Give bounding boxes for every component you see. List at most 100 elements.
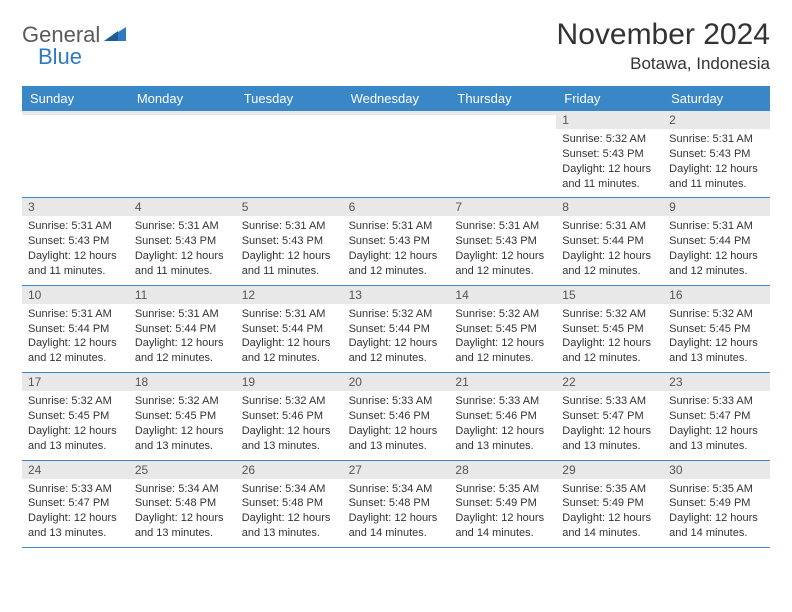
daylight-text: Daylight: 12 hours and 11 minutes. [28,249,123,279]
week-row: 10Sunrise: 5:31 AMSunset: 5:44 PMDayligh… [22,286,770,373]
sunrise-text: Sunrise: 5:33 AM [669,394,764,409]
day-number: 23 [663,373,770,391]
sunrise-text: Sunrise: 5:31 AM [28,219,123,234]
day-details: Sunrise: 5:33 AMSunset: 5:46 PMDaylight:… [343,391,450,459]
sunset-text: Sunset: 5:44 PM [669,234,764,249]
day-details: Sunrise: 5:31 AMSunset: 5:43 PMDaylight:… [449,216,556,284]
day-details: Sunrise: 5:32 AMSunset: 5:45 PMDaylight:… [449,304,556,372]
day-number: 13 [343,286,450,304]
day-details: Sunrise: 5:31 AMSunset: 5:43 PMDaylight:… [236,216,343,284]
sunrise-text: Sunrise: 5:35 AM [455,482,550,497]
sunset-text: Sunset: 5:46 PM [349,409,444,424]
sunset-text: Sunset: 5:47 PM [562,409,657,424]
day-cell: 10Sunrise: 5:31 AMSunset: 5:44 PMDayligh… [22,286,129,372]
sunset-text: Sunset: 5:43 PM [669,147,764,162]
day-details: Sunrise: 5:33 AMSunset: 5:46 PMDaylight:… [449,391,556,459]
day-details: Sunrise: 5:33 AMSunset: 5:47 PMDaylight:… [22,479,129,547]
sunrise-text: Sunrise: 5:31 AM [242,219,337,234]
day-cell: 29Sunrise: 5:35 AMSunset: 5:49 PMDayligh… [556,461,663,547]
day-number: 4 [129,198,236,216]
daylight-text: Daylight: 12 hours and 11 minutes. [562,162,657,192]
sunset-text: Sunset: 5:45 PM [669,322,764,337]
daylight-text: Daylight: 12 hours and 13 minutes. [669,336,764,366]
day-number: 11 [129,286,236,304]
sunrise-text: Sunrise: 5:32 AM [242,394,337,409]
daylight-text: Daylight: 12 hours and 13 minutes. [135,424,230,454]
sunrise-text: Sunrise: 5:32 AM [349,307,444,322]
day-cell: 26Sunrise: 5:34 AMSunset: 5:48 PMDayligh… [236,461,343,547]
daylight-text: Daylight: 12 hours and 13 minutes. [349,424,444,454]
sunset-text: Sunset: 5:45 PM [455,322,550,337]
weekday-fri: Friday [556,86,663,111]
daylight-text: Daylight: 12 hours and 11 minutes. [135,249,230,279]
day-details: Sunrise: 5:32 AMSunset: 5:44 PMDaylight:… [343,304,450,372]
weekday-wed: Wednesday [343,86,450,111]
day-details: Sunrise: 5:32 AMSunset: 5:43 PMDaylight:… [556,129,663,197]
day-details: Sunrise: 5:31 AMSunset: 5:44 PMDaylight:… [129,304,236,372]
day-number: 21 [449,373,556,391]
day-number: 3 [22,198,129,216]
sunrise-text: Sunrise: 5:31 AM [135,219,230,234]
day-cell: 2Sunrise: 5:31 AMSunset: 5:43 PMDaylight… [663,111,770,197]
daylight-text: Daylight: 12 hours and 12 minutes. [242,336,337,366]
day-number: 16 [663,286,770,304]
day-details [343,115,450,173]
day-details: Sunrise: 5:32 AMSunset: 5:45 PMDaylight:… [663,304,770,372]
day-number: 20 [343,373,450,391]
logo-text-blue-wrap: Blue [38,44,82,70]
week-row: 3Sunrise: 5:31 AMSunset: 5:43 PMDaylight… [22,198,770,285]
day-cell: 5Sunrise: 5:31 AMSunset: 5:43 PMDaylight… [236,198,343,284]
day-cell: 14Sunrise: 5:32 AMSunset: 5:45 PMDayligh… [449,286,556,372]
sunset-text: Sunset: 5:43 PM [28,234,123,249]
day-number: 10 [22,286,129,304]
day-cell: 19Sunrise: 5:32 AMSunset: 5:46 PMDayligh… [236,373,343,459]
triangle-icon [104,25,126,46]
header: General November 2024 Botawa, Indonesia [22,18,770,74]
day-cell: 11Sunrise: 5:31 AMSunset: 5:44 PMDayligh… [129,286,236,372]
day-details: Sunrise: 5:31 AMSunset: 5:43 PMDaylight:… [129,216,236,284]
weekday-sun: Sunday [22,86,129,111]
day-cell: 28Sunrise: 5:35 AMSunset: 5:49 PMDayligh… [449,461,556,547]
day-cell: 15Sunrise: 5:32 AMSunset: 5:45 PMDayligh… [556,286,663,372]
day-cell [449,111,556,197]
day-details: Sunrise: 5:32 AMSunset: 5:45 PMDaylight:… [129,391,236,459]
daylight-text: Daylight: 12 hours and 12 minutes. [455,336,550,366]
sunrise-text: Sunrise: 5:32 AM [669,307,764,322]
weekday-sat: Saturday [663,86,770,111]
day-cell: 20Sunrise: 5:33 AMSunset: 5:46 PMDayligh… [343,373,450,459]
weekday-tue: Tuesday [236,86,343,111]
day-number: 29 [556,461,663,479]
day-details: Sunrise: 5:34 AMSunset: 5:48 PMDaylight:… [129,479,236,547]
day-number: 24 [22,461,129,479]
sunset-text: Sunset: 5:43 PM [242,234,337,249]
daylight-text: Daylight: 12 hours and 13 minutes. [562,424,657,454]
day-cell: 21Sunrise: 5:33 AMSunset: 5:46 PMDayligh… [449,373,556,459]
sunrise-text: Sunrise: 5:31 AM [669,132,764,147]
day-number: 26 [236,461,343,479]
sunrise-text: Sunrise: 5:34 AM [349,482,444,497]
daylight-text: Daylight: 12 hours and 14 minutes. [349,511,444,541]
day-cell: 6Sunrise: 5:31 AMSunset: 5:43 PMDaylight… [343,198,450,284]
day-number: 18 [129,373,236,391]
sunrise-text: Sunrise: 5:31 AM [349,219,444,234]
day-cell: 4Sunrise: 5:31 AMSunset: 5:43 PMDaylight… [129,198,236,284]
day-cell: 9Sunrise: 5:31 AMSunset: 5:44 PMDaylight… [663,198,770,284]
day-number: 9 [663,198,770,216]
sunrise-text: Sunrise: 5:33 AM [349,394,444,409]
day-details [449,115,556,173]
day-number: 25 [129,461,236,479]
daylight-text: Daylight: 12 hours and 14 minutes. [669,511,764,541]
sunset-text: Sunset: 5:47 PM [669,409,764,424]
day-cell: 30Sunrise: 5:35 AMSunset: 5:49 PMDayligh… [663,461,770,547]
daylight-text: Daylight: 12 hours and 13 minutes. [242,424,337,454]
calendar-page: General November 2024 Botawa, Indonesia … [0,0,792,566]
sunrise-text: Sunrise: 5:31 AM [562,219,657,234]
calendar: Sunday Monday Tuesday Wednesday Thursday… [22,86,770,548]
day-number: 2 [663,111,770,129]
daylight-text: Daylight: 12 hours and 13 minutes. [28,424,123,454]
daylight-text: Daylight: 12 hours and 14 minutes. [455,511,550,541]
day-number: 6 [343,198,450,216]
sunrise-text: Sunrise: 5:33 AM [455,394,550,409]
day-details: Sunrise: 5:33 AMSunset: 5:47 PMDaylight:… [556,391,663,459]
day-cell: 25Sunrise: 5:34 AMSunset: 5:48 PMDayligh… [129,461,236,547]
